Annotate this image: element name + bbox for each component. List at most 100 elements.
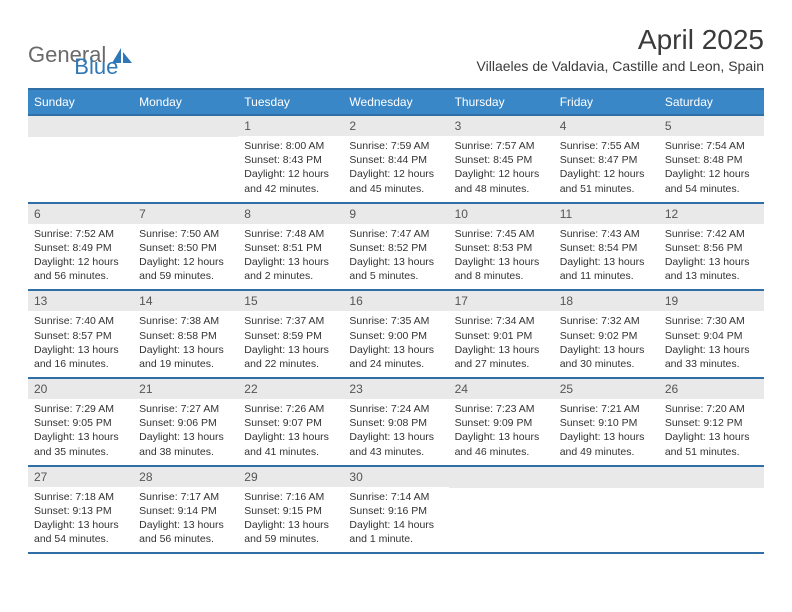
sunset-text: Sunset: 8:47 PM bbox=[560, 153, 653, 167]
sunrise-text: Sunrise: 7:47 AM bbox=[349, 227, 442, 241]
week-row: 6Sunrise: 7:52 AMSunset: 8:49 PMDaylight… bbox=[28, 203, 764, 291]
sunset-text: Sunset: 9:08 PM bbox=[349, 416, 442, 430]
day-header: Saturday bbox=[659, 89, 764, 115]
sunset-text: Sunset: 9:15 PM bbox=[244, 504, 337, 518]
daylight-text: Daylight: 13 hours and 33 minutes. bbox=[665, 343, 758, 371]
day-cell: 30Sunrise: 7:14 AMSunset: 9:16 PMDayligh… bbox=[343, 466, 448, 554]
day-cell bbox=[133, 115, 238, 203]
daylight-text: Daylight: 12 hours and 45 minutes. bbox=[349, 167, 442, 195]
day-number: 18 bbox=[554, 291, 659, 311]
day-number: 9 bbox=[343, 204, 448, 224]
daylight-text: Daylight: 13 hours and 59 minutes. bbox=[244, 518, 337, 546]
day-cell bbox=[554, 466, 659, 554]
day-details: Sunrise: 7:14 AMSunset: 9:16 PMDaylight:… bbox=[343, 487, 448, 553]
day-details: Sunrise: 7:54 AMSunset: 8:48 PMDaylight:… bbox=[659, 136, 764, 202]
day-header: Friday bbox=[554, 89, 659, 115]
sunrise-text: Sunrise: 7:16 AM bbox=[244, 490, 337, 504]
day-cell bbox=[28, 115, 133, 203]
sunrise-text: Sunrise: 7:23 AM bbox=[455, 402, 548, 416]
day-details: Sunrise: 7:38 AMSunset: 8:58 PMDaylight:… bbox=[133, 311, 238, 377]
sunset-text: Sunset: 8:59 PM bbox=[244, 329, 337, 343]
day-number: 4 bbox=[554, 116, 659, 136]
daylight-text: Daylight: 13 hours and 49 minutes. bbox=[560, 430, 653, 458]
day-details: Sunrise: 7:57 AMSunset: 8:45 PMDaylight:… bbox=[449, 136, 554, 202]
day-details: Sunrise: 7:17 AMSunset: 9:14 PMDaylight:… bbox=[133, 487, 238, 553]
day-number: 27 bbox=[28, 467, 133, 487]
header: General Blue April 2025 Villaeles de Val… bbox=[28, 24, 764, 80]
day-cell: 22Sunrise: 7:26 AMSunset: 9:07 PMDayligh… bbox=[238, 378, 343, 466]
sunset-text: Sunset: 8:45 PM bbox=[455, 153, 548, 167]
day-details: Sunrise: 7:40 AMSunset: 8:57 PMDaylight:… bbox=[28, 311, 133, 377]
day-number: 10 bbox=[449, 204, 554, 224]
sunset-text: Sunset: 8:54 PM bbox=[560, 241, 653, 255]
day-number: 21 bbox=[133, 379, 238, 399]
day-number: 17 bbox=[449, 291, 554, 311]
daylight-text: Daylight: 12 hours and 51 minutes. bbox=[560, 167, 653, 195]
day-number: 29 bbox=[238, 467, 343, 487]
daylight-text: Daylight: 13 hours and 2 minutes. bbox=[244, 255, 337, 283]
sunrise-text: Sunrise: 7:48 AM bbox=[244, 227, 337, 241]
day-cell: 15Sunrise: 7:37 AMSunset: 8:59 PMDayligh… bbox=[238, 290, 343, 378]
day-details: Sunrise: 7:30 AMSunset: 9:04 PMDaylight:… bbox=[659, 311, 764, 377]
week-row: 27Sunrise: 7:18 AMSunset: 9:13 PMDayligh… bbox=[28, 466, 764, 554]
day-details: Sunrise: 7:47 AMSunset: 8:52 PMDaylight:… bbox=[343, 224, 448, 290]
sunset-text: Sunset: 8:43 PM bbox=[244, 153, 337, 167]
day-details: Sunrise: 7:55 AMSunset: 8:47 PMDaylight:… bbox=[554, 136, 659, 202]
day-number: 30 bbox=[343, 467, 448, 487]
day-number: 1 bbox=[238, 116, 343, 136]
day-header: Thursday bbox=[449, 89, 554, 115]
day-header-row: Sunday Monday Tuesday Wednesday Thursday… bbox=[28, 89, 764, 115]
day-cell: 2Sunrise: 7:59 AMSunset: 8:44 PMDaylight… bbox=[343, 115, 448, 203]
day-cell: 17Sunrise: 7:34 AMSunset: 9:01 PMDayligh… bbox=[449, 290, 554, 378]
daylight-text: Daylight: 14 hours and 1 minute. bbox=[349, 518, 442, 546]
sunset-text: Sunset: 9:06 PM bbox=[139, 416, 232, 430]
day-header: Sunday bbox=[28, 89, 133, 115]
daylight-text: Daylight: 13 hours and 30 minutes. bbox=[560, 343, 653, 371]
day-number bbox=[449, 467, 554, 488]
daylight-text: Daylight: 13 hours and 19 minutes. bbox=[139, 343, 232, 371]
day-cell: 28Sunrise: 7:17 AMSunset: 9:14 PMDayligh… bbox=[133, 466, 238, 554]
daylight-text: Daylight: 13 hours and 38 minutes. bbox=[139, 430, 232, 458]
daylight-text: Daylight: 12 hours and 56 minutes. bbox=[34, 255, 127, 283]
day-details: Sunrise: 7:42 AMSunset: 8:56 PMDaylight:… bbox=[659, 224, 764, 290]
calendar-table: Sunday Monday Tuesday Wednesday Thursday… bbox=[28, 88, 764, 554]
day-cell: 23Sunrise: 7:24 AMSunset: 9:08 PMDayligh… bbox=[343, 378, 448, 466]
sunset-text: Sunset: 9:13 PM bbox=[34, 504, 127, 518]
day-details: Sunrise: 7:26 AMSunset: 9:07 PMDaylight:… bbox=[238, 399, 343, 465]
day-number: 20 bbox=[28, 379, 133, 399]
sunset-text: Sunset: 9:09 PM bbox=[455, 416, 548, 430]
sunset-text: Sunset: 9:14 PM bbox=[139, 504, 232, 518]
day-cell: 8Sunrise: 7:48 AMSunset: 8:51 PMDaylight… bbox=[238, 203, 343, 291]
daylight-text: Daylight: 13 hours and 27 minutes. bbox=[455, 343, 548, 371]
sunset-text: Sunset: 8:48 PM bbox=[665, 153, 758, 167]
day-number: 26 bbox=[659, 379, 764, 399]
day-details: Sunrise: 7:37 AMSunset: 8:59 PMDaylight:… bbox=[238, 311, 343, 377]
sunset-text: Sunset: 9:00 PM bbox=[349, 329, 442, 343]
day-cell: 1Sunrise: 8:00 AMSunset: 8:43 PMDaylight… bbox=[238, 115, 343, 203]
day-number: 6 bbox=[28, 204, 133, 224]
sunset-text: Sunset: 9:10 PM bbox=[560, 416, 653, 430]
daylight-text: Daylight: 13 hours and 43 minutes. bbox=[349, 430, 442, 458]
sunrise-text: Sunrise: 7:57 AM bbox=[455, 139, 548, 153]
sunset-text: Sunset: 8:44 PM bbox=[349, 153, 442, 167]
day-details: Sunrise: 8:00 AMSunset: 8:43 PMDaylight:… bbox=[238, 136, 343, 202]
day-number: 11 bbox=[554, 204, 659, 224]
day-number bbox=[28, 116, 133, 137]
sunset-text: Sunset: 8:56 PM bbox=[665, 241, 758, 255]
sunrise-text: Sunrise: 7:27 AM bbox=[139, 402, 232, 416]
day-number: 22 bbox=[238, 379, 343, 399]
day-details bbox=[449, 488, 554, 546]
day-details: Sunrise: 7:35 AMSunset: 9:00 PMDaylight:… bbox=[343, 311, 448, 377]
daylight-text: Daylight: 13 hours and 54 minutes. bbox=[34, 518, 127, 546]
day-number: 25 bbox=[554, 379, 659, 399]
sunrise-text: Sunrise: 7:21 AM bbox=[560, 402, 653, 416]
day-number: 23 bbox=[343, 379, 448, 399]
day-cell: 27Sunrise: 7:18 AMSunset: 9:13 PMDayligh… bbox=[28, 466, 133, 554]
day-cell: 26Sunrise: 7:20 AMSunset: 9:12 PMDayligh… bbox=[659, 378, 764, 466]
day-cell: 10Sunrise: 7:45 AMSunset: 8:53 PMDayligh… bbox=[449, 203, 554, 291]
sunrise-text: Sunrise: 7:45 AM bbox=[455, 227, 548, 241]
sunset-text: Sunset: 8:53 PM bbox=[455, 241, 548, 255]
day-details: Sunrise: 7:48 AMSunset: 8:51 PMDaylight:… bbox=[238, 224, 343, 290]
sunrise-text: Sunrise: 7:43 AM bbox=[560, 227, 653, 241]
day-details: Sunrise: 7:32 AMSunset: 9:02 PMDaylight:… bbox=[554, 311, 659, 377]
